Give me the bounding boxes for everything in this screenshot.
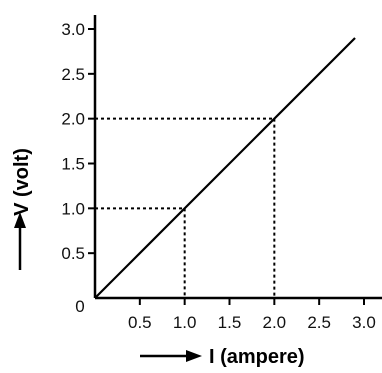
y-axis-arrow-head	[14, 212, 26, 228]
y-tick-label: 2.5	[61, 65, 85, 84]
series-line	[94, 37, 356, 299]
series-group	[94, 37, 356, 299]
x-axis-title: I (ampere)	[209, 346, 305, 368]
y-tick-label: 3.0	[61, 20, 85, 39]
y-tick-label: 2.0	[61, 110, 85, 129]
origin-label: 0	[75, 297, 84, 316]
x-tick-label: 1.5	[218, 313, 242, 332]
y-axis-ticks: 0.5 1.0 1.5 2.0 2.5 3.0	[61, 20, 95, 263]
y-tick-label: 1.0	[61, 199, 85, 218]
y-axis-title: V (volt)	[11, 148, 33, 216]
y-tick-label: 0.5	[61, 244, 85, 263]
x-tick-label: 2.0	[263, 313, 287, 332]
x-tick-label: 0.5	[128, 313, 152, 332]
y-tick-label: 1.5	[61, 155, 85, 174]
y-axis-title-group: V (volt)	[11, 148, 33, 270]
x-axis-ticks: 0.5 1.0 1.5 2.0 2.5 3.0	[128, 298, 376, 332]
x-tick-label: 2.5	[307, 313, 331, 332]
x-axis-arrow-head	[186, 350, 202, 362]
x-tick-label: 1.0	[173, 313, 197, 332]
x-axis-title-group: I (ampere)	[140, 346, 305, 368]
x-tick-label: 3.0	[352, 313, 376, 332]
guide-lines	[95, 117, 276, 298]
